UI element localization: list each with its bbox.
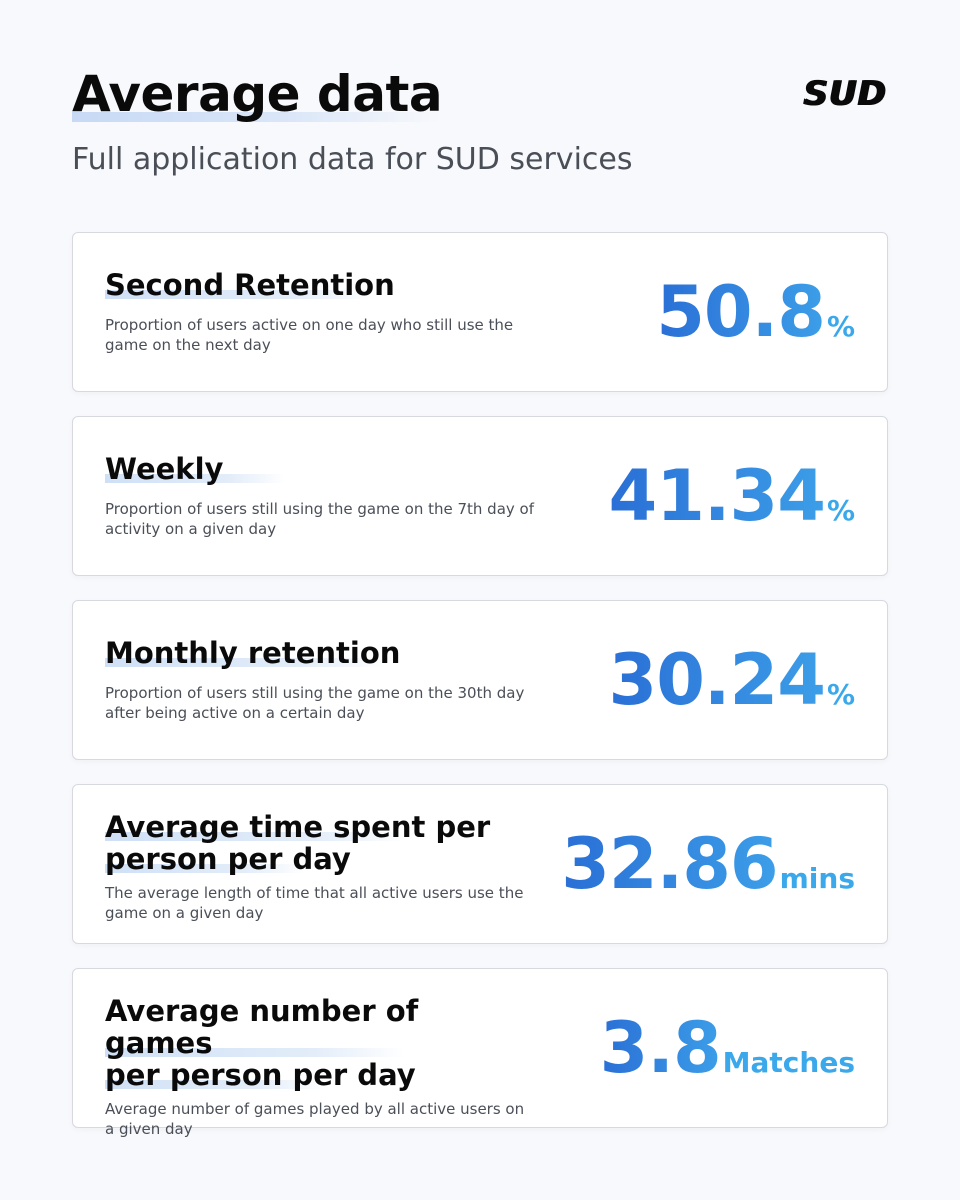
card-title: Second Retention	[105, 269, 535, 301]
card-title-highlight	[105, 864, 305, 873]
stat-number: 41.34	[608, 455, 826, 537]
card-title: Monthly retention	[105, 637, 535, 669]
stat-number: 3.8	[599, 1007, 722, 1089]
card-title-highlight	[105, 474, 285, 483]
card-title-line-1: Average number of games	[105, 994, 419, 1060]
stat-number: 32.86	[561, 823, 778, 905]
card-description: Proportion of users still using the game…	[105, 500, 535, 538]
card-title-highlight	[105, 658, 385, 667]
card-description: The average length of time that all acti…	[105, 884, 524, 922]
stat-value: 32.86 mins	[561, 823, 855, 905]
page-title: Average data	[72, 64, 443, 124]
stat-value: 3.8 Matches	[600, 1007, 855, 1089]
stat-card-monthly-retention: Monthly retention Proportion of users st…	[72, 600, 888, 760]
stat-card-average-time: Average time spent per person per day Th…	[72, 784, 888, 944]
stat-unit: mins	[779, 862, 855, 895]
title-wrap: Average data	[72, 64, 443, 124]
card-title-line-2: person per day	[105, 842, 351, 876]
card-title-line-2: per person per day	[105, 1058, 416, 1092]
card-title-line-1: Average time spent per	[105, 810, 491, 844]
card-description: Proportion of users still using the game…	[105, 684, 525, 722]
stat-value: 41.34 %	[609, 455, 855, 537]
stat-unit: %	[826, 678, 855, 711]
title-highlight	[72, 112, 442, 122]
stat-card-weekly: Weekly Proportion of users still using t…	[72, 416, 888, 576]
card-text: Average time spent per person per day Th…	[105, 811, 535, 923]
card-description: Proportion of users active on one day wh…	[105, 316, 514, 354]
card-title-highlight	[105, 1080, 325, 1089]
card-description: Average number of games played by all ac…	[105, 1100, 525, 1138]
stats-card-list: Second Retention Proportion of users act…	[72, 232, 888, 1152]
page-subtitle: Full application data for SUD services	[72, 142, 633, 177]
card-text: Average number of games per person per d…	[105, 995, 535, 1139]
card-title: Average time spent per person per day	[105, 811, 535, 875]
card-title-text: Weekly	[105, 452, 224, 486]
card-title-highlight	[105, 832, 405, 841]
card-text: Weekly Proportion of users still using t…	[105, 453, 535, 539]
stat-number: 30.24	[608, 639, 826, 721]
sud-logo: SUD	[802, 74, 886, 114]
stat-unit: %	[826, 310, 855, 343]
stat-value: 30.24 %	[609, 639, 855, 721]
card-title: Weekly	[105, 453, 535, 485]
card-title-highlight	[105, 1048, 405, 1057]
header: Average data SUD Full application data f…	[72, 64, 888, 184]
card-text: Second Retention Proportion of users act…	[105, 269, 535, 355]
card-text: Monthly retention Proportion of users st…	[105, 637, 535, 723]
stat-card-second-retention: Second Retention Proportion of users act…	[72, 232, 888, 392]
stat-unit: Matches	[722, 1046, 855, 1079]
stat-value: 50.8 %	[656, 271, 855, 353]
stat-number: 50.8	[656, 271, 826, 353]
card-title: Average number of games per person per d…	[105, 995, 535, 1091]
stat-unit: %	[826, 494, 855, 527]
card-title-highlight	[105, 290, 375, 299]
page-title-text: Average data	[72, 65, 443, 123]
card-title-text: Second Retention	[105, 268, 395, 302]
stat-card-average-games: Average number of games per person per d…	[72, 968, 888, 1138]
card-title-text: Monthly retention	[105, 636, 401, 670]
